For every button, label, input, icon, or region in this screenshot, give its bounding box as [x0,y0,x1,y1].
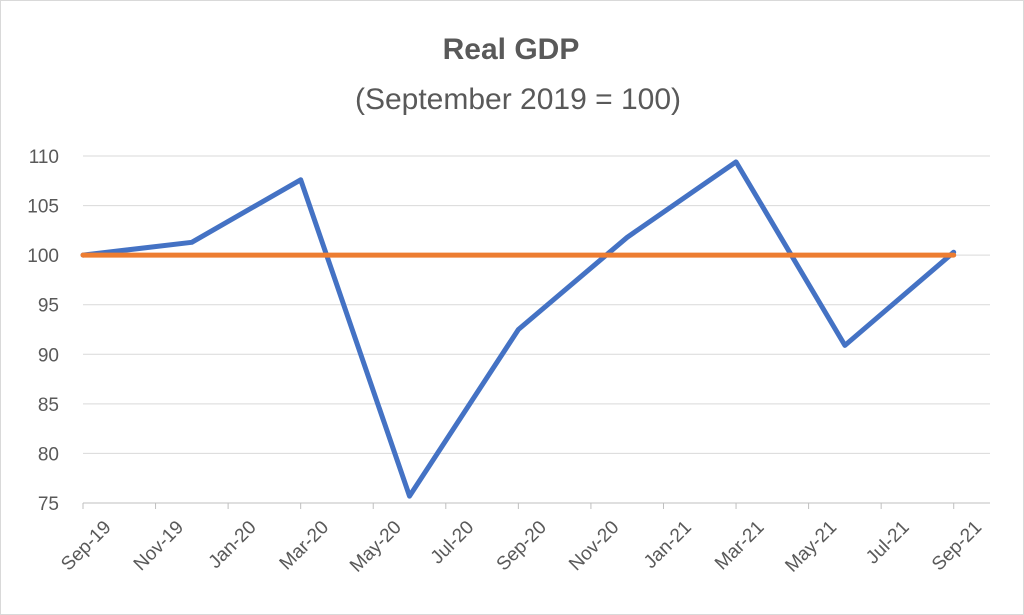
x-axis: Sep-19 Nov-19 Jan-20 Mar-20 May-20 Jul-20 Sep-… [57,502,990,577]
x-tick-label: May-20 [346,517,406,577]
y-tick-label: 85 [38,395,59,416]
x-tick-label: Jan-21 [640,517,696,573]
y-tick-label: 110 [29,147,59,168]
chart-subtitle: (September 2019 = 100) [355,83,681,116]
x-tick-label: Jul-20 [427,517,478,568]
gdp-series-line [80,159,957,499]
x-tick-label: May-21 [781,517,841,577]
gridlines [83,155,990,454]
x-tick-label: Jul-21 [862,517,913,568]
y-tick-label: 105 [27,197,59,218]
y-axis-labels: 75 80 85 90 95 100 105 110 [27,147,59,515]
y-tick-label: 80 [38,444,59,465]
x-tick-label: Nov-19 [130,517,188,575]
x-tick-label: Mar-21 [711,517,768,574]
y-tick-label: 95 [38,296,59,317]
x-tick-label: Sep-20 [493,517,551,575]
y-tick-label: 75 [38,494,59,515]
x-tick-label: Mar-20 [276,517,333,574]
chart-title: Real GDP [443,33,580,66]
y-tick-label: 90 [38,345,59,366]
x-tick-label: Jan-20 [205,517,261,573]
x-tick-label: Sep-21 [928,517,986,575]
x-tick-label: Sep-19 [57,517,115,575]
x-tick-label: Nov-20 [565,517,623,575]
series-lines [80,159,957,499]
y-tick-label: 100 [27,246,59,267]
